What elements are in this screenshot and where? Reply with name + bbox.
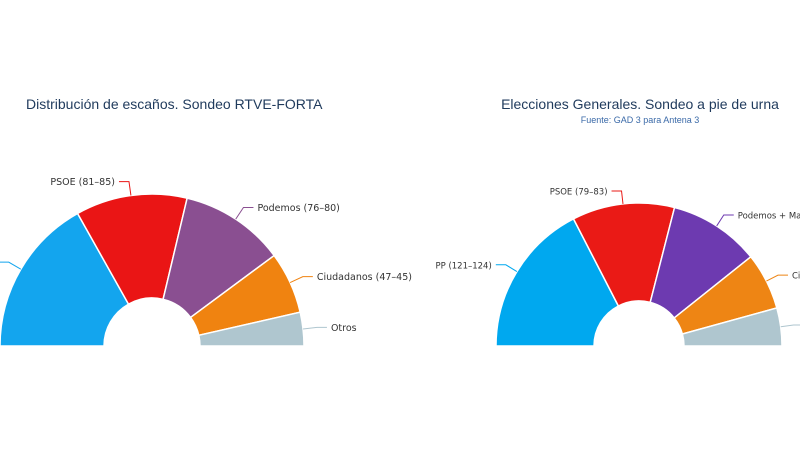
chart-2-slice-5[interactable] xyxy=(681,307,783,347)
chart-1-label-5: Otros xyxy=(331,323,357,334)
chart-2-slice-2[interactable] xyxy=(572,202,676,308)
chart-1-label-2: PSOE (81–85) xyxy=(50,177,115,188)
chart-1-title: Distribución de escaños. Sondeo RTVE-FOR… xyxy=(26,96,323,112)
chart-2-connector-5 xyxy=(780,324,800,328)
chart-1-label-4: Ciudadanos (47–45) xyxy=(317,272,412,283)
chart-1-slice-5[interactable] xyxy=(197,311,305,347)
chart-1-slices xyxy=(0,193,305,347)
chart-2-label-1: PP (121–124) xyxy=(436,261,492,271)
chart-2-connector-2 xyxy=(611,190,624,204)
chart-1-connector-4 xyxy=(289,276,313,283)
chart-2-connector-1 xyxy=(495,264,518,272)
chart-2-title: Elecciones Generales. Sondeo a pie de ur… xyxy=(501,96,779,112)
chart-2-label-4: Ciudadanos xyxy=(792,272,800,282)
chart-1-slice-2[interactable] xyxy=(76,193,189,306)
chart-1-connector-2 xyxy=(118,181,132,196)
chart-2-subtitle: Fuente: GAD 3 para Antena 3 xyxy=(581,115,700,125)
chart-2: Elecciones Generales. Sondeo a pie de ur… xyxy=(436,96,800,347)
chart-1-labels: PSOE (81–85) Podemos (76–80) Ciudadanos (4… xyxy=(0,177,412,334)
chart-1-connector-1 xyxy=(0,261,22,270)
chart-2-labels: PP (121–124) PSOE (79–83) Podemos + Mareas… xyxy=(436,187,800,328)
chart-2-label-2: PSOE (79–83) xyxy=(550,187,608,197)
chart-1: Distribución de escaños. Sondeo RTVE-FOR… xyxy=(0,96,412,347)
chart-1-connector-3 xyxy=(235,206,254,220)
chart-1-slice-3[interactable] xyxy=(162,197,276,319)
chart-1-connector-5 xyxy=(302,326,327,330)
chart-2-label-3: Podemos + Mareas (70–74) xyxy=(738,212,800,222)
chart-2-connector-3 xyxy=(716,214,734,227)
chart-2-slice-1[interactable] xyxy=(495,217,620,347)
chart-2-connector-4 xyxy=(766,274,788,282)
chart-1-slice-1[interactable] xyxy=(0,212,130,347)
chart-1-label-3: Podemos (76–80) xyxy=(257,203,339,214)
chart-2-slices xyxy=(495,202,783,347)
